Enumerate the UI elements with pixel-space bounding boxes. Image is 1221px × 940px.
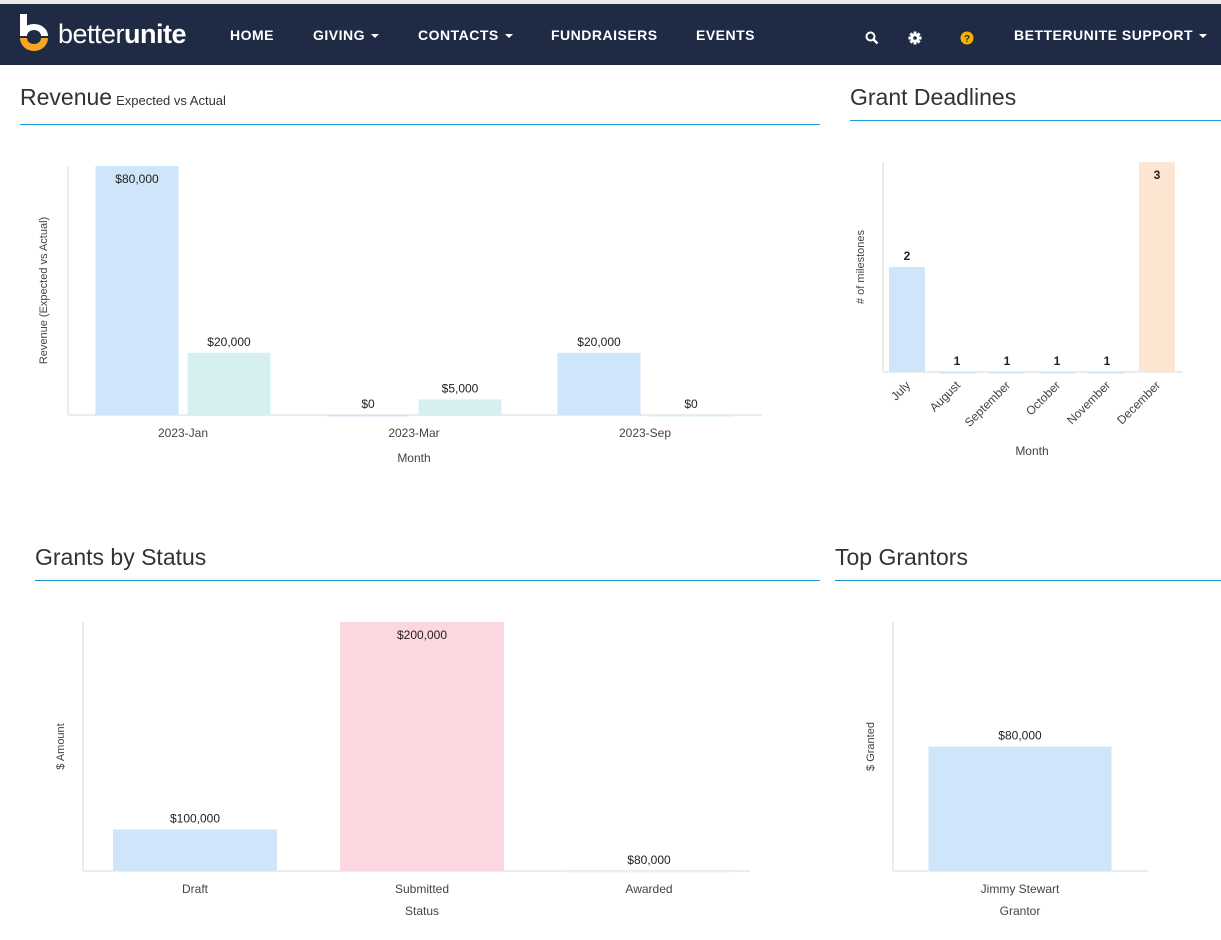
x-tick-label: 2023-Jan — [158, 426, 208, 440]
x-tick-label: 2023-Sep — [619, 426, 671, 440]
y-axis-title: $ Granted — [865, 722, 877, 771]
bar — [418, 399, 502, 415]
x-axis-title: Grantor — [1000, 904, 1041, 918]
search-icon[interactable] — [865, 31, 879, 45]
bar — [1039, 372, 1075, 374]
user-menu-label: BETTERUNITE SUPPORT — [1014, 27, 1194, 43]
nav-label: GIVING — [313, 27, 366, 43]
x-tick-label: September — [962, 378, 1013, 429]
x-tick-label: August — [927, 378, 964, 415]
bar — [928, 746, 1112, 871]
navbar: betterunite HOME GIVING CONTACTS FUNDRAI… — [0, 4, 1221, 65]
status-title: Grants by Status — [35, 544, 207, 570]
data-label: 1 — [954, 354, 961, 368]
data-label: $80,000 — [998, 729, 1042, 743]
bar — [1139, 162, 1175, 372]
data-label: 1 — [1054, 354, 1061, 368]
revenue-title: Revenue Expected vs Actual — [20, 84, 226, 111]
nav-fundraisers[interactable]: FUNDRAISERS — [551, 27, 658, 43]
help-icon[interactable]: ? — [960, 31, 974, 45]
x-tick-label: Jimmy Stewart — [981, 882, 1060, 896]
bar — [1089, 372, 1125, 374]
brand-logo[interactable]: betterunite — [18, 14, 187, 54]
nav-label: HOME — [230, 27, 274, 43]
bar — [187, 352, 271, 415]
data-label: $0 — [684, 397, 698, 411]
nav-label: CONTACTS — [418, 27, 499, 43]
y-axis-title: $ Amount — [55, 723, 67, 769]
caret-down-icon — [371, 34, 380, 39]
nav-giving[interactable]: GIVING — [313, 27, 380, 43]
y-axis-title: Revenue (Expected vs Actual) — [38, 217, 50, 364]
divider — [850, 120, 1221, 121]
data-label: $200,000 — [397, 628, 447, 642]
svg-text:?: ? — [964, 34, 970, 45]
browser-strip — [0, 0, 1221, 4]
bar — [557, 352, 641, 415]
data-label: $20,000 — [207, 335, 251, 349]
x-tick-label: Awarded — [625, 882, 672, 896]
divider — [35, 580, 820, 581]
title-text: Revenue — [20, 84, 113, 110]
data-label: $20,000 — [577, 335, 621, 349]
y-axis-title: # of milestones — [855, 230, 867, 304]
brand-bold: unite — [124, 18, 187, 49]
data-label: $0 — [361, 397, 375, 411]
bar — [989, 372, 1025, 374]
data-label: $80,000 — [627, 853, 671, 867]
data-label: $80,000 — [115, 172, 159, 186]
bar — [95, 166, 179, 415]
subtitle-text: Expected vs Actual — [116, 93, 226, 108]
x-axis-title: Month — [397, 451, 430, 465]
x-tick-label: 2023-Mar — [388, 426, 439, 440]
gear-icon[interactable] — [908, 31, 922, 45]
x-tick-label: October — [1023, 378, 1063, 418]
data-label: 1 — [1004, 354, 1011, 368]
data-label: $100,000 — [170, 812, 220, 826]
deadlines-title: Grant Deadlines — [850, 84, 1017, 110]
brand-light: better — [58, 18, 125, 49]
bar — [889, 267, 925, 372]
data-label: $5,000 — [442, 381, 479, 395]
x-axis-title: Month — [1015, 444, 1048, 458]
user-menu[interactable]: BETTERUNITE SUPPORT — [1014, 27, 1208, 43]
caret-down-icon — [504, 34, 513, 39]
bar — [326, 415, 410, 417]
x-tick-label: December — [1114, 378, 1163, 427]
divider — [20, 124, 820, 125]
nav-contacts[interactable]: CONTACTS — [418, 27, 513, 43]
bar — [939, 372, 975, 374]
caret-down-icon — [1199, 34, 1208, 39]
bar — [567, 871, 731, 873]
nav-label: FUNDRAISERS — [551, 27, 658, 43]
x-tick-label: Submitted — [395, 882, 449, 896]
grantors-title: Top Grantors — [835, 544, 968, 570]
x-axis-title: Status — [405, 904, 439, 918]
bar — [113, 829, 277, 871]
data-label: 3 — [1154, 168, 1161, 182]
x-tick-label: Draft — [182, 882, 209, 896]
x-tick-label: November — [1064, 378, 1113, 427]
bar — [340, 622, 504, 871]
data-label: 1 — [1104, 354, 1111, 368]
nav-home[interactable]: HOME — [230, 27, 274, 43]
divider — [835, 580, 1221, 581]
logo-icon — [20, 14, 48, 51]
data-label: 2 — [904, 249, 911, 263]
nav-events[interactable]: EVENTS — [696, 27, 755, 43]
bar — [649, 415, 733, 417]
nav-label: EVENTS — [696, 27, 756, 43]
x-tick-label: July — [888, 378, 913, 403]
